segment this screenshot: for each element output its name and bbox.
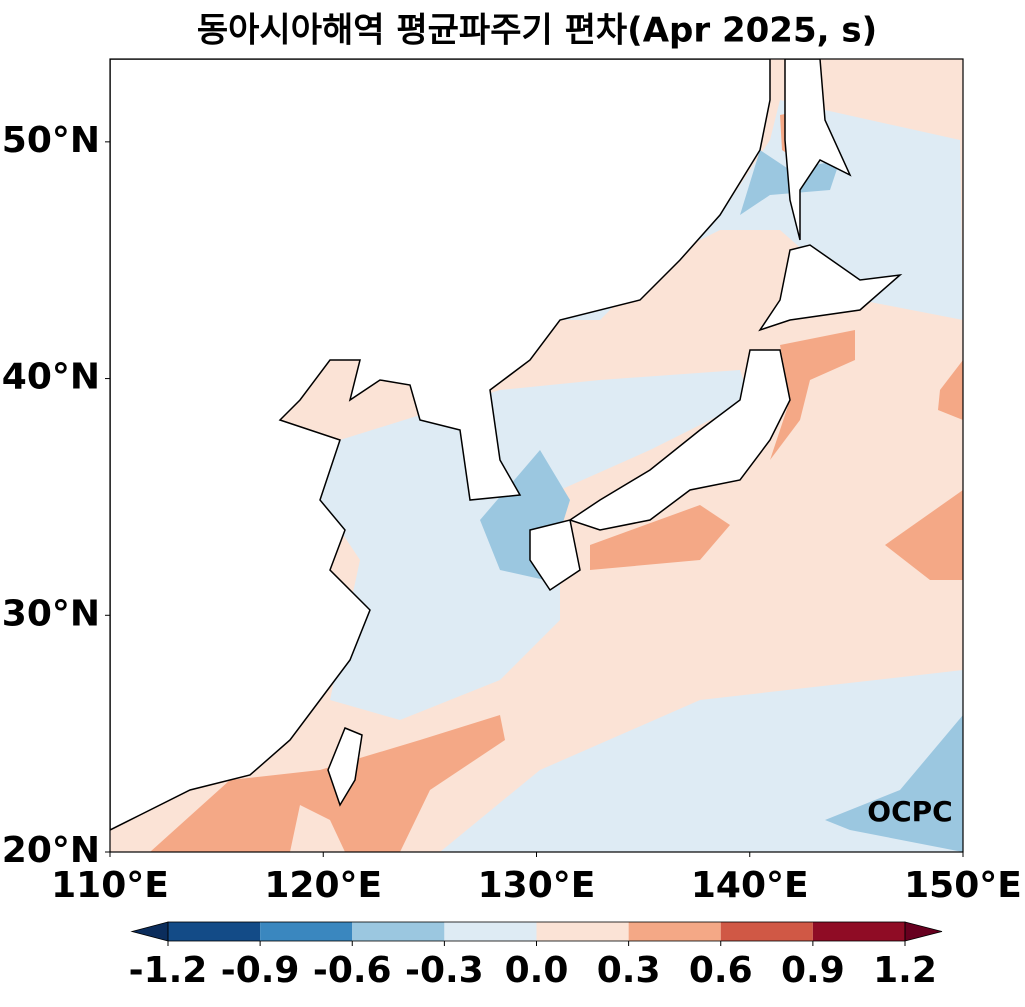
colorbar-extend-high xyxy=(904,921,943,942)
colorbar-tick-label: 0.6 xyxy=(689,950,753,991)
colorbar-bin xyxy=(720,922,813,941)
colorbar-tick-label: -0.6 xyxy=(313,950,392,991)
colorbar-tick-label: 0.0 xyxy=(505,950,569,991)
colorbar-extend-low xyxy=(130,921,169,942)
x-tick-label: 140°E xyxy=(691,865,809,906)
colorbar-tick-label: -0.9 xyxy=(221,950,300,991)
colorbar-bin xyxy=(444,922,537,941)
colorbar-tick-label: 1.2 xyxy=(873,950,937,991)
y-tick-label: 20°N xyxy=(2,830,100,871)
y-tick-label: 50°N xyxy=(2,120,100,161)
colorbar-bin xyxy=(812,922,905,941)
x-tick-label: 110°E xyxy=(51,865,169,906)
x-tick-label: 130°E xyxy=(478,865,596,906)
colorbar-bin xyxy=(168,922,261,941)
colorbar-bin xyxy=(628,922,721,941)
colorbar-bin xyxy=(352,922,445,941)
colorbar-tick-label: -0.3 xyxy=(405,950,484,991)
colorbar-tick-label: -1.2 xyxy=(129,950,208,991)
colorbar-bin xyxy=(536,922,629,941)
x-tick-label: 150°E xyxy=(904,865,1022,906)
map-field xyxy=(110,59,963,852)
title: 동아시아해역 평균파주기 편차(Apr 2025, s) xyxy=(197,11,877,51)
y-tick-label: 30°N xyxy=(2,593,100,634)
colorbar-tick-label: 0.9 xyxy=(781,950,845,991)
x-tick-label: 120°E xyxy=(264,865,382,906)
colorbar-bin xyxy=(260,922,353,941)
logo: OCPC xyxy=(867,795,952,828)
y-tick-label: 40°N xyxy=(2,357,100,398)
colorbar-tick-label: 0.3 xyxy=(597,950,661,991)
